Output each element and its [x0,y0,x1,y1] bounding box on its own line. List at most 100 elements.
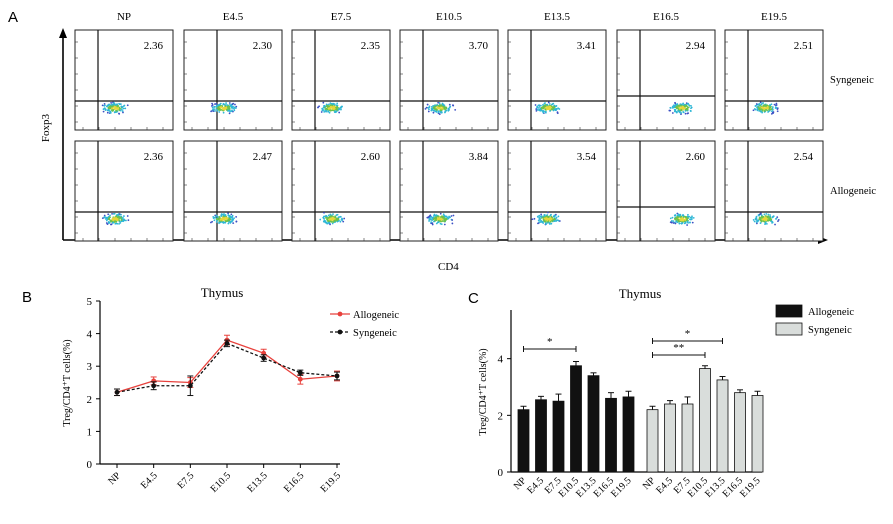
flow-event [219,221,222,224]
line-legend-label: Allogeneic [353,310,399,321]
flow-event [535,109,538,112]
flow-event [106,111,109,114]
flow-event [211,220,214,223]
flow-event [769,106,772,109]
flow-event [686,102,689,105]
flow-event [774,106,777,109]
flow-event [442,103,445,106]
flow-event [444,215,447,218]
flow-event [428,106,431,109]
flow-event [120,216,122,219]
flow-event [224,220,227,222]
flow-event [111,105,114,108]
flow-event [226,220,229,222]
flow-plot-frame [724,29,824,131]
flow-event [674,217,676,220]
flow-event [230,213,233,216]
flow-percentage: 2.94 [686,40,706,52]
flow-event [118,109,121,112]
flow-plot-frame [183,29,283,131]
flow-event [447,217,449,220]
flow-event [103,102,106,105]
flow-event [759,108,762,111]
line-point [334,373,340,379]
flow-event [671,216,674,219]
flow-event [761,107,764,109]
flow-event [216,218,218,221]
flow-event [110,102,112,104]
flow-event [125,219,127,222]
flow-event [430,221,433,224]
flow-plot: 2.35 [291,29,391,131]
flow-event [446,216,449,219]
flow-event [230,220,233,223]
flow-event [544,104,547,107]
flow-event [677,220,680,223]
flow-event [109,214,111,217]
flow-event [107,106,110,109]
flow-plot-frame [399,29,499,131]
flow-event [550,218,552,220]
flow-event [224,105,227,108]
flow-event [534,104,537,106]
bar-legend-label: Allogeneic [808,307,854,318]
flow-event [327,214,330,217]
flow-event [325,110,327,113]
flow-event [331,218,334,221]
flow-event [547,101,550,104]
flow-event [335,106,337,109]
flow-event [555,105,558,107]
flow-event [118,219,121,222]
flow-event [755,104,757,107]
flow-event [775,217,778,220]
flow-event [426,216,429,219]
flow-event [429,215,432,217]
flow-event [228,102,231,104]
flow-event [336,217,339,220]
flow-event [669,221,672,223]
flow-event [437,111,440,114]
flow-event [118,222,120,225]
flow-event [679,219,682,222]
bar-syngeneic [699,368,711,473]
flow-event [443,214,445,217]
panel-label-c: C [468,290,479,307]
flow-percentage: 2.54 [794,151,814,163]
flow-event [334,216,337,219]
flow-event [675,107,678,110]
flow-event [767,216,770,218]
flow-event [323,211,325,214]
flow-event [222,221,225,224]
bar-syngeneic [751,395,764,473]
flow-event [541,110,544,113]
flow-event [119,107,122,110]
flow-event [684,112,687,115]
flow-event [770,108,773,111]
line-x-tick-label: E19.5 [319,470,343,494]
flow-event [690,104,692,107]
flow-event [108,105,111,108]
flow-event [542,107,545,109]
flow-event [234,103,236,106]
flow-event [557,107,559,110]
flow-event [329,104,332,106]
flow-event [435,216,437,219]
flow-event [114,108,116,111]
flow-event [328,221,331,224]
flow-event [433,107,435,110]
flow-event [687,112,690,115]
flow-event [228,107,231,109]
flow-event [761,111,764,114]
flow-event [452,214,455,217]
flow-event [542,104,544,106]
flow-event [318,105,321,108]
flow-event [211,102,213,105]
flow-event [117,107,120,109]
bar-legend-swatch [775,322,803,336]
flow-event [428,108,430,111]
flow-event [758,214,760,217]
flow-event [766,219,769,222]
flow-event [326,222,328,225]
flow-event [103,107,106,110]
